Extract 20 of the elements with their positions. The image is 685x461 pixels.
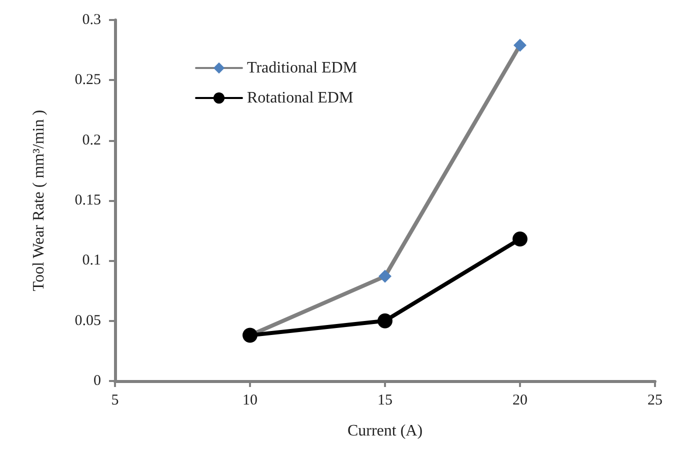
- y-tick-label: 0.15: [74, 192, 101, 208]
- point: [512, 232, 528, 246]
- x-tick-label: 20: [512, 392, 528, 408]
- y-tick-label: 0.25: [74, 72, 101, 88]
- point: [514, 38, 526, 52]
- x-tick-label: 25: [648, 392, 662, 408]
- x-axis-title: Current (A): [347, 422, 423, 440]
- x-tick-label: 5: [111, 392, 119, 408]
- y-tick-label: 0.3: [82, 12, 101, 28]
- y-tick-label: 0.05: [74, 312, 101, 329]
- point: [378, 270, 392, 283]
- point: [378, 313, 392, 328]
- y-tick-label: 0: [94, 373, 101, 389]
- y-tick-label: 0.2: [82, 132, 101, 148]
- y-tick-label: 0.1: [82, 252, 101, 269]
- y-axis-title: Tool Wear Rate ( mm³/min ): [30, 110, 48, 292]
- legend-label: Rotational EDM: [247, 90, 354, 106]
- x-tick-label: 10: [242, 392, 258, 408]
- legend-label: Traditional EDM: [247, 60, 358, 76]
- x-tick-label: 15: [378, 392, 392, 408]
